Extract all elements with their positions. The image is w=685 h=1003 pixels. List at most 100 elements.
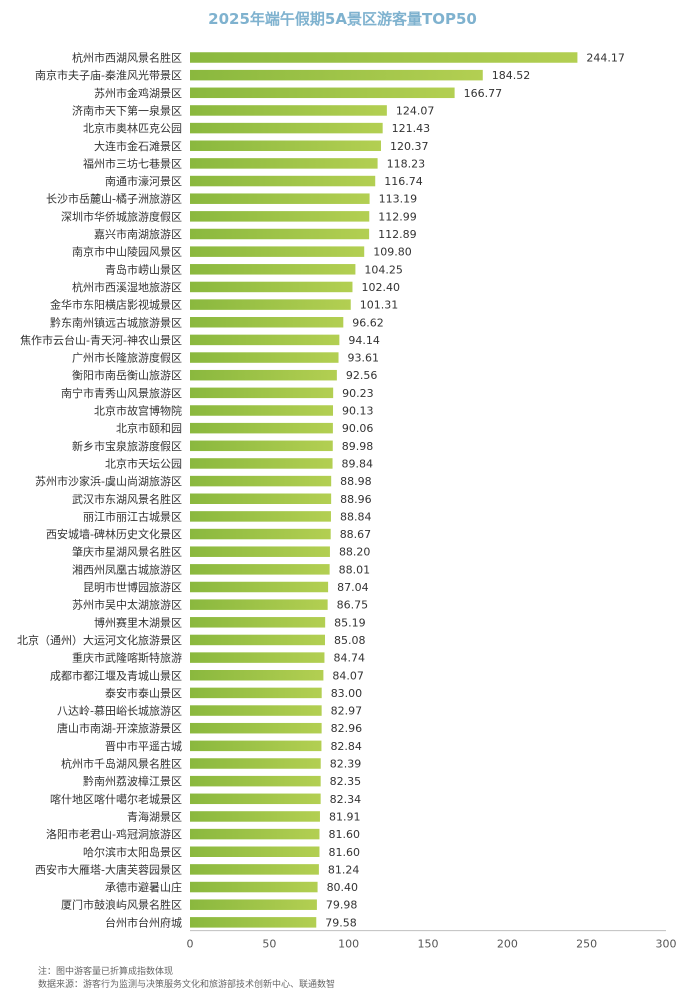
bar [190,917,317,928]
category-label: 新乡市宝泉旅游度假区 [72,439,182,453]
value-label: 112.89 [378,228,417,241]
value-label: 90.06 [342,422,374,435]
value-label: 88.96 [340,493,372,506]
value-label: 82.39 [330,758,362,771]
category-label: 青海湖景区 [127,809,182,823]
value-label: 86.75 [337,599,369,612]
bar [190,899,317,910]
bar [190,193,370,204]
bar [190,475,332,487]
category-label: 南宁市青秀山风景旅游区 [61,386,182,400]
bar [190,511,331,522]
value-label: 81.24 [328,863,360,876]
category-label: 南京市中山陵园风景区 [72,245,182,259]
category-label: 广州市长隆旅游度假区 [72,351,182,365]
category-label: 武汉市东湖风景名胜区 [72,492,182,506]
x-tick-label: 100 [338,938,359,951]
value-label: 85.19 [334,616,366,629]
bar [190,564,330,575]
category-label: 肇庆市星湖风景名胜区 [72,545,182,559]
value-label: 184.52 [492,69,531,82]
chart-title: 2025年端午假期5A景区游客量TOP50 [208,10,477,28]
value-label: 121.43 [392,122,431,135]
bar [190,458,333,469]
value-label: 116.74 [384,175,423,188]
bar [190,846,320,857]
category-label: 深圳市华侨城旅游度假区 [61,209,182,223]
category-label: 八达岭-慕田峪长城旅游区 [57,704,182,718]
bar [190,158,378,169]
value-label: 81.60 [328,846,360,859]
bar [190,175,376,187]
bar [190,828,320,840]
bar [190,811,320,822]
bar [190,740,322,752]
bar [190,652,325,663]
bar [190,281,353,293]
category-label: 嘉兴市南湖旅游区 [94,227,182,241]
value-label: 113.19 [379,193,418,206]
bar [190,299,351,310]
category-label: 衡阳市南岳衡山旅游区 [72,368,182,382]
x-tick-label: 300 [656,938,677,951]
bar [190,440,333,452]
bar [190,69,483,81]
value-label: 88.67 [340,528,372,541]
value-label: 88.20 [339,546,371,559]
value-label: 90.23 [342,387,374,400]
value-label: 166.77 [464,87,503,100]
value-label: 84.07 [332,669,364,682]
bar [190,122,383,134]
value-label: 82.34 [330,793,362,806]
value-label: 81.60 [328,828,360,841]
bar [190,687,322,699]
bar [190,670,324,681]
category-label: 成都市都江堰及青城山景区 [50,668,182,682]
category-label: 喀什地区喀什噶尔老城景区 [50,793,182,806]
bar [190,599,328,610]
value-label: 80.40 [327,881,359,894]
category-label: 洛阳市老君山-鸡冠洞旅游区 [46,827,182,841]
value-label: 85.08 [334,634,366,647]
bar [190,775,321,787]
bar [190,864,319,875]
category-label: 承德市避暑山庄 [105,880,182,894]
category-label: 北京市故宫博物院 [94,404,182,418]
category-label: 西安市大雁塔-大唐芙蓉园景区 [35,862,182,876]
category-label: 长沙市岳麓山-橘子洲旅游区 [46,192,182,206]
bar [190,334,340,346]
bar [190,387,334,399]
value-label: 82.96 [331,722,363,735]
category-label: 南通市濠河景区 [105,174,182,188]
category-labels: 杭州市西湖风景名胜区南京市夫子庙-秦淮风光带景区苏州市金鸡湖景区济南市天下第一泉… [17,51,182,930]
bar [190,228,370,240]
category-label: 焦作市云台山-青天河-神农山景区 [20,333,182,347]
category-label: 济南市天下第一泉景区 [72,103,182,117]
category-label: 重庆市武隆喀斯特旅游 [72,651,182,665]
category-label: 北京（通州）大运河文化旅游景区 [17,633,182,647]
bar [190,722,322,734]
bar [190,87,455,99]
category-label: 黔东南州镇远古城旅游景区 [50,315,182,329]
value-label: 124.07 [396,104,435,117]
value-label: 90.13 [342,405,374,418]
category-label: 西安城墙-碑林历史文化景区 [46,527,182,541]
bar [190,369,337,381]
data-source: 数据来源：游客行为监测与决策服务文化和旅游部技术创新中心、联通数智 [38,980,336,990]
bar [190,352,339,363]
bar [190,105,387,116]
category-label: 杭州市千岛湖风景名胜区 [61,757,182,771]
category-label: 台州市台州府城 [105,915,182,929]
value-label: 101.31 [360,299,399,312]
bar [190,546,330,557]
bar [190,581,329,593]
x-tick-label: 200 [497,938,518,951]
category-label: 杭州市西湖风景名胜区 [72,51,182,65]
bar [190,758,321,769]
bar [190,52,578,63]
value-label: 89.98 [342,440,374,453]
bar [190,246,365,257]
category-label: 博州赛里木湖景区 [94,615,182,629]
category-label: 杭州市西溪湿地旅游区 [72,280,182,294]
category-label: 大连市金石滩景区 [94,139,182,153]
